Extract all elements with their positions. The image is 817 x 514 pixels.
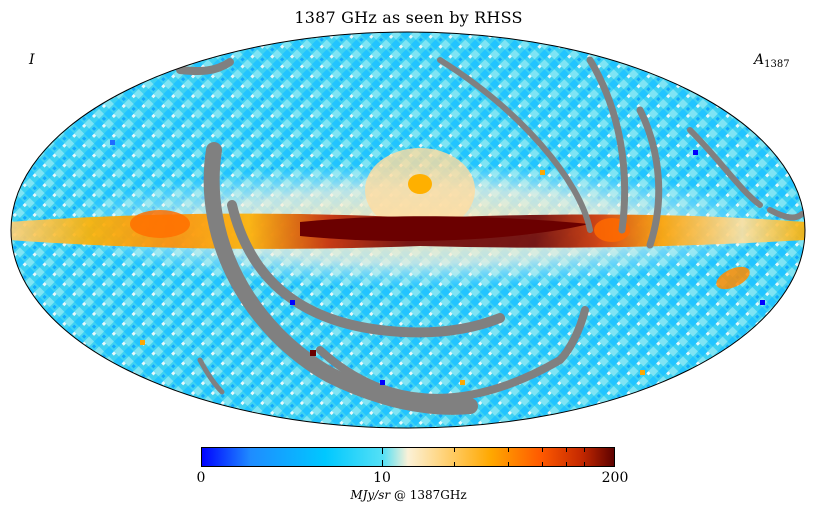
colorbar-gradient <box>201 447 615 467</box>
blue-pixel <box>110 140 115 145</box>
stokes-label: I <box>29 52 35 68</box>
map-label-main: A <box>754 52 765 68</box>
blue-pixel <box>693 150 698 155</box>
mask-stripe-right-2 <box>437 57 593 233</box>
colorbar-tick <box>454 448 455 452</box>
colorbar-tick <box>542 462 543 466</box>
red-pixel <box>310 350 316 356</box>
plane-knot-left <box>130 210 190 238</box>
mask-stripe-lower-arc <box>316 306 589 402</box>
colorbar-max-label: 200 <box>601 470 629 486</box>
mask-stripe-right-1 <box>586 56 629 234</box>
orange-pixel <box>140 340 145 345</box>
orange-pixel <box>640 370 645 375</box>
map-outline <box>10 31 806 429</box>
orange-pixel <box>460 380 465 385</box>
point-sources <box>110 140 765 385</box>
map-label: A1387 <box>754 52 790 70</box>
mask-stripe-right-4 <box>687 127 763 208</box>
galactic-core <box>300 216 590 241</box>
colorbar-mid-label: 10 <box>373 470 391 486</box>
mask-stripe-top-left <box>176 58 234 75</box>
blue-pixel <box>380 380 385 385</box>
blue-pixel <box>290 300 295 305</box>
colorbar-tick <box>508 462 509 466</box>
mask-stripe-right-3 <box>636 106 663 249</box>
unit-italic: MJy/sr <box>350 488 391 502</box>
masked-scan-stripes <box>176 56 805 415</box>
colorbar-tick <box>542 448 543 452</box>
mask-stripe-inner-arc <box>227 200 505 338</box>
mask-stripe-outer-arc <box>203 142 478 415</box>
mask-stripe-bottom-left <box>197 357 225 395</box>
colorbar-tick <box>454 462 455 466</box>
colorbar-min-label: 0 <box>196 470 206 486</box>
colorbar-tick <box>584 448 585 452</box>
colorbar-tick <box>584 462 585 466</box>
colorbar-tick <box>566 448 567 452</box>
unit-rest: @ 1387GHz <box>390 488 467 502</box>
bulge-hotspot <box>408 174 432 194</box>
colorbar-tick <box>508 448 509 452</box>
colorbar <box>201 447 615 467</box>
colorbar-unit-label: MJy/sr @ 1387GHz <box>0 488 817 502</box>
orange-pixel <box>540 170 545 175</box>
blue-pixel <box>760 300 765 305</box>
colorbar-tick <box>382 460 383 466</box>
magellanic-cloud <box>716 266 750 290</box>
mask-stripe-edge <box>767 207 805 221</box>
figure-title: 1387 GHz as seen by RHSS <box>294 8 523 27</box>
colorbar-tick <box>382 448 383 454</box>
map-label-sub: 1387 <box>764 59 790 70</box>
colorbar-tick <box>566 462 567 466</box>
